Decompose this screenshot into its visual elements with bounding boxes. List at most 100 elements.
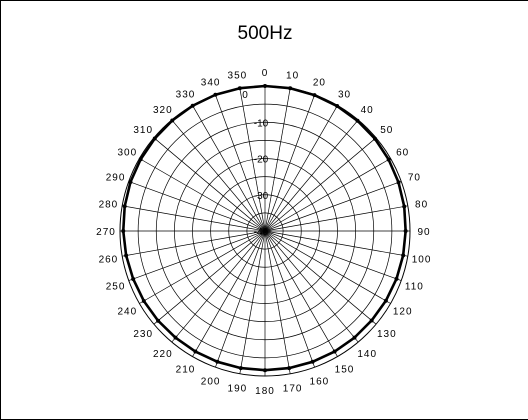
grid-spoke <box>122 230 266 257</box>
angle-tick-label: 320 <box>153 105 173 116</box>
data-point <box>369 318 374 323</box>
grid-spoke <box>128 181 266 232</box>
angle-tick-label: 190 <box>228 384 248 395</box>
data-point <box>124 253 129 258</box>
data-point <box>401 253 406 258</box>
data-point <box>263 84 267 88</box>
grid-spoke <box>192 105 266 232</box>
radial-tick-label: -10 <box>254 118 269 129</box>
angle-tick-label: 30 <box>338 89 351 100</box>
data-point <box>173 335 178 340</box>
data-point <box>237 86 242 91</box>
grid-spoke <box>264 94 315 232</box>
angle-tick-label: 330 <box>176 89 196 100</box>
data-point <box>131 276 136 281</box>
data-point <box>238 366 243 371</box>
data-point <box>288 86 293 91</box>
angle-tick-label: 310 <box>133 125 153 136</box>
data-point <box>355 118 360 123</box>
radial-labels: -10 -20 -30 -40 0 <box>242 90 268 238</box>
data-point <box>170 118 175 123</box>
angle-tick-label: 280 <box>99 199 119 210</box>
angle-tick-label: 150 <box>335 365 355 376</box>
angle-tick-label: 120 <box>393 307 413 318</box>
grid-spoke <box>264 137 377 232</box>
data-point <box>190 103 195 108</box>
data-point <box>121 229 126 233</box>
data-point <box>122 204 127 209</box>
grid-spoke <box>171 230 266 343</box>
data-point <box>213 92 218 97</box>
angle-tick-label: 50 <box>380 125 393 136</box>
radial-tick-label: -20 <box>254 155 269 166</box>
grid-spoke <box>264 230 359 343</box>
grid-spoke <box>171 119 266 232</box>
angle-tick-label: 160 <box>310 376 330 387</box>
data-point <box>396 180 401 185</box>
grid-spoke <box>264 205 408 232</box>
data-point <box>310 359 315 364</box>
grid-spoke <box>264 88 291 232</box>
radial-tick-label: -30 <box>254 191 269 202</box>
data-point <box>402 204 407 209</box>
data-point <box>156 318 161 323</box>
data-point <box>352 335 357 340</box>
angle-tick-label: 130 <box>377 329 397 340</box>
angle-tick-label: 240 <box>117 307 137 318</box>
grid-spoke <box>264 230 408 257</box>
grid-spoke <box>264 230 391 304</box>
angle-tick-label: 100 <box>412 255 432 266</box>
grid-spoke <box>153 137 266 232</box>
angle-tick-label: 60 <box>396 148 409 159</box>
grid-spoke <box>239 230 266 374</box>
data-point <box>403 229 408 233</box>
angle-tick-label: 80 <box>415 199 428 210</box>
grid-spoke <box>264 230 402 281</box>
angle-tick-label: 290 <box>106 173 126 184</box>
angle-tick-label: 350 <box>228 70 248 81</box>
data-point <box>152 136 157 141</box>
grid-spoke <box>264 158 391 232</box>
angle-tick-label: 200 <box>201 376 221 387</box>
grid-spoke <box>264 105 338 232</box>
data-point <box>335 104 340 109</box>
grid-spoke <box>128 230 266 281</box>
radial-tick-label: -40 <box>254 227 269 238</box>
angle-tick-label: 20 <box>313 78 326 89</box>
grid-spoke <box>215 230 266 368</box>
grid-spoke <box>264 230 338 357</box>
data-point <box>141 298 146 303</box>
grid-spoke <box>264 230 315 368</box>
series-layer <box>121 84 408 373</box>
radial-tick-label: 0 <box>242 90 248 101</box>
angle-tick-label: 250 <box>106 281 126 292</box>
angle-tick-label: 210 <box>176 365 196 376</box>
angle-tick-label: 300 <box>117 148 137 159</box>
grid-spoke <box>139 158 266 232</box>
grid-spoke <box>139 230 266 304</box>
grid-spoke <box>264 230 377 325</box>
data-point <box>287 366 292 371</box>
grid-spoke <box>215 94 266 232</box>
grid-spoke <box>264 181 402 232</box>
grid-spoke <box>264 119 359 232</box>
data-point <box>263 368 267 373</box>
data-point <box>372 136 377 141</box>
grid-spoke <box>239 88 266 232</box>
angle-tick-label: 340 <box>201 78 221 89</box>
angle-tick-label: 140 <box>357 349 377 360</box>
data-point <box>138 157 143 162</box>
grid-spoke <box>122 205 266 232</box>
grid-spoke <box>192 230 266 357</box>
data-point <box>386 157 391 162</box>
data-point <box>215 359 220 364</box>
angle-tick-label: 180 <box>255 386 275 397</box>
data-point <box>332 349 337 354</box>
angle-tick-label: 40 <box>361 105 374 116</box>
grid-spoke <box>264 230 291 374</box>
angle-tick-label: 170 <box>283 384 303 395</box>
angle-tick-label: 260 <box>99 255 119 266</box>
